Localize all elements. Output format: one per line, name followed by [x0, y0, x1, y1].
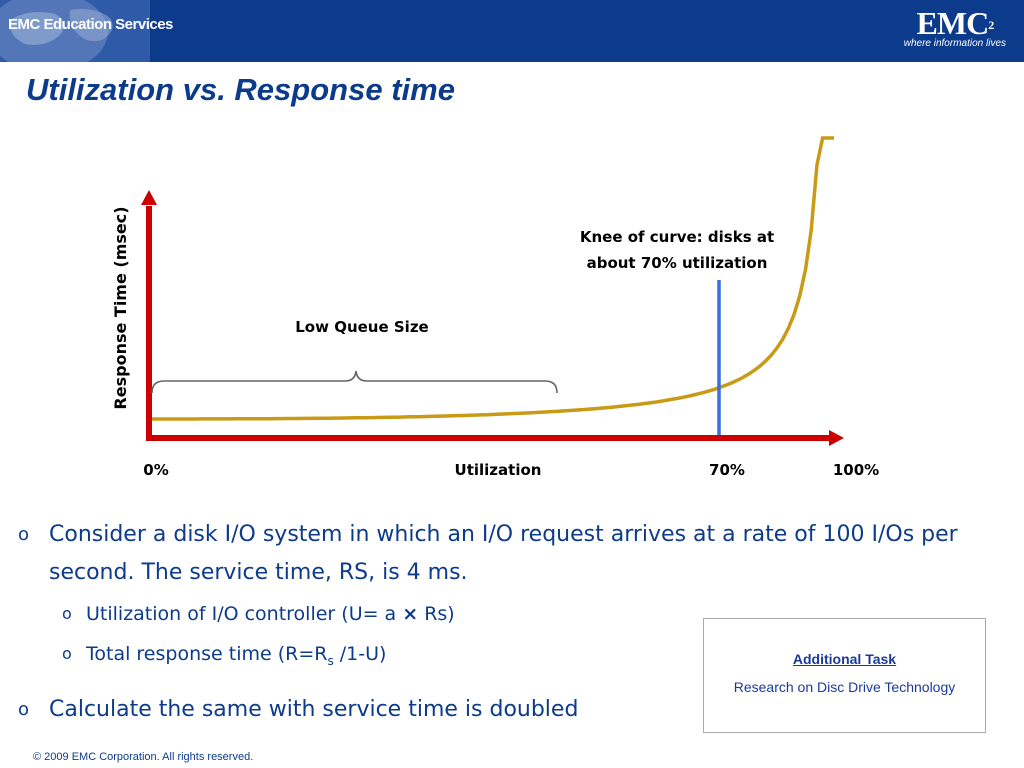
bullet-text: Calculate the same with service time is …	[49, 696, 579, 722]
x-tick-0: 0%	[143, 461, 168, 479]
bullet-marker: o	[62, 604, 72, 623]
emc-tagline: where information lives	[903, 38, 1006, 49]
response-time-curve	[150, 136, 834, 421]
emc-logo: EMC2 where information lives	[904, 6, 1006, 49]
x-tick-70: 70%	[709, 461, 745, 479]
bullet-marker: o	[18, 698, 30, 720]
y-axis-label: Response Time (msec)	[111, 206, 130, 409]
bullet-list: o Consider a disk I/O system in which an…	[18, 516, 1008, 729]
education-services-logo-text: EMC Education Services	[8, 16, 173, 33]
bullet-text: Rs)	[418, 603, 455, 625]
x-axis-label: Utilization	[455, 461, 542, 479]
sub-bullet-item: o Utilization of I/O controller (U= a × …	[18, 594, 1008, 634]
bullet-item: o Calculate the same with service time i…	[18, 691, 1008, 729]
additional-task-box: Additional Task Research on Disc Drive T…	[703, 618, 986, 733]
knee-annotation-line1: Knee of curve: disks at	[580, 228, 774, 246]
globe-logo-icon	[0, 0, 150, 62]
bullet-text: Consider a disk I/O system in which an I…	[49, 522, 958, 585]
bullet-item: o Consider a disk I/O system in which an…	[18, 516, 1008, 592]
slide-title: Utilization vs. Response time	[26, 72, 455, 107]
copyright-footer: © 2009 EMC Corporation. All rights reser…	[33, 751, 254, 763]
multiply-icon: ×	[402, 603, 419, 625]
bullet-marker: o	[62, 644, 72, 663]
bullet-marker: o	[18, 524, 30, 545]
brace-label: Low Queue Size	[295, 318, 428, 336]
bullet-text: /1-U)	[333, 643, 387, 665]
sub-bullet-item: o Total response time (R=Rs /1-U)	[18, 634, 1008, 681]
additional-task-text: Research on Disc Drive Technology	[733, 679, 956, 695]
additional-task-title: Additional Task	[792, 651, 897, 667]
y-axis-arrow	[141, 190, 157, 205]
utilization-response-chart: Response Time (msec) Knee of curve: disk…	[111, 136, 879, 479]
low-queue-brace	[151, 370, 558, 394]
emc-logo-superscript: 2	[988, 18, 994, 32]
knee-annotation-line2: about 70% utilization	[587, 254, 768, 272]
x-tick-100: 100%	[833, 461, 879, 479]
subscript-s: s	[327, 653, 334, 668]
x-axis-arrow	[829, 430, 844, 446]
header-bar: EMC Education Services EMC2 where inform…	[0, 0, 1024, 62]
emc-logo-mark: EMC	[916, 5, 990, 41]
bullet-text: Utilization of I/O controller (U= a	[86, 603, 403, 625]
bullet-text: Total response time (R=R	[86, 643, 328, 665]
